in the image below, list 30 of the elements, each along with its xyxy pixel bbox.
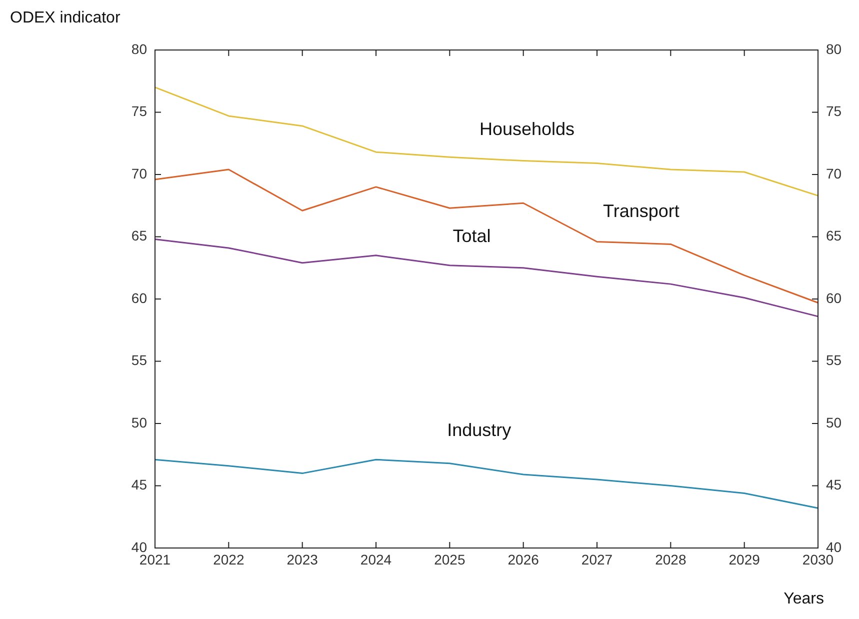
- x-tick-label: 2028: [655, 551, 686, 568]
- y2-tick-label: 45: [826, 476, 842, 493]
- x-tick-label: 2027: [581, 551, 613, 568]
- series-label: Industry: [447, 420, 512, 440]
- series-label: Transport: [603, 201, 680, 222]
- x-tick-label: 2022: [213, 551, 244, 568]
- x-tick-label: 2026: [508, 551, 540, 568]
- y2-tick-label: 65: [826, 228, 842, 244]
- y-tick-label: 70: [131, 165, 148, 182]
- x-tick-label: 2023: [286, 551, 318, 568]
- y2-tick-label: 60: [826, 290, 842, 306]
- x-tick-label: 2029: [728, 551, 760, 568]
- x-tick-label: 2025: [434, 551, 466, 568]
- y2-tick-label: 50: [826, 414, 842, 430]
- series-label: Total: [452, 226, 491, 246]
- y-axis-title: ODEX indicator: [10, 9, 121, 26]
- y2-tick-label: 80: [826, 40, 842, 57]
- y-tick-label: 50: [131, 414, 148, 430]
- x-axis-title: Years: [784, 590, 824, 608]
- y-tick-label: 45: [131, 476, 148, 493]
- y-tick-label: 80: [131, 40, 148, 57]
- y2-tick-label: 75: [826, 103, 842, 120]
- x-tick-label: 2024: [360, 551, 392, 568]
- y-tick-label: 65: [131, 228, 148, 244]
- y-tick-label: 55: [131, 352, 148, 368]
- series-label: Households: [479, 118, 575, 139]
- y2-tick-label: 55: [826, 352, 842, 368]
- y-tick-label: 75: [131, 103, 148, 120]
- y2-tick-label: 70: [826, 165, 842, 182]
- y-tick-label: 60: [131, 290, 148, 306]
